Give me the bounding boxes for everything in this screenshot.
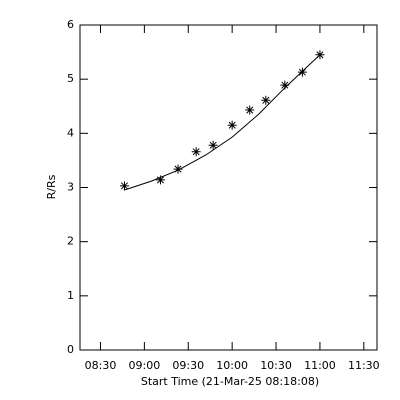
x-tick-label: 09:30 [172, 359, 204, 372]
y-axis-label: R/Rs [45, 174, 58, 199]
x-tick-label: 08:30 [85, 359, 117, 372]
star-point [173, 164, 183, 174]
y-tick-label: 3 [67, 181, 74, 194]
y-tick-label: 6 [67, 18, 74, 31]
fit-line [123, 54, 321, 191]
x-tick-label: 10:30 [260, 359, 292, 372]
star-point [208, 140, 218, 150]
y-tick-label: 1 [67, 289, 74, 302]
x-axis-label: Start Time (21-Mar-25 08:18:08) [141, 375, 319, 388]
star-point [315, 50, 325, 60]
star-point [191, 147, 201, 157]
y-tick-label: 4 [67, 126, 74, 139]
x-tick-label: 11:00 [304, 359, 336, 372]
star-point [227, 120, 237, 130]
y-tick-label: 5 [67, 72, 74, 85]
y-tick-label: 0 [67, 343, 74, 356]
star-point [297, 67, 307, 77]
star-point [280, 80, 290, 90]
star-point [119, 181, 129, 191]
x-tick-label: 10:00 [216, 359, 248, 372]
x-tick-label: 11:30 [348, 359, 380, 372]
x-tick-label: 09:00 [129, 359, 161, 372]
star-point [245, 105, 255, 115]
star-point [155, 175, 165, 185]
y-tick-label: 2 [67, 235, 74, 248]
star-point [261, 95, 271, 105]
